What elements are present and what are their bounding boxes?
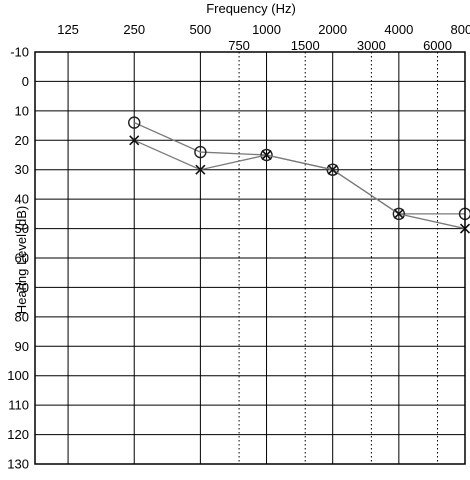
- circle-marker: [392, 207, 406, 221]
- y-tick-labels: -10 0 10 20 30 40 50 60 70 80 90 100 110 120 130: [7, 45, 29, 472]
- y-tick-label: 80: [15, 309, 29, 324]
- x-tick-label: 750: [228, 38, 250, 53]
- x-marker: [393, 208, 404, 219]
- x-tick-label: 2000: [318, 22, 347, 37]
- y-tick-label: 0: [22, 74, 29, 89]
- y-tick-label: 20: [15, 133, 29, 148]
- x-tick-label: 500: [190, 22, 212, 37]
- y-tick-label: 10: [15, 103, 29, 118]
- x-marker: [261, 149, 272, 161]
- x-tick-labels: 125 250 500 1000 2000 4000 8000 750 1500 3000 6000: [57, 22, 470, 53]
- y-tick-label: 30: [15, 162, 29, 177]
- y-tick-label: 120: [7, 427, 29, 442]
- y-tick-label: 40: [15, 192, 29, 207]
- grid: [35, 51, 466, 465]
- series-line-circle: [133, 122, 465, 215]
- circle-marker: [128, 116, 141, 129]
- y-tick-label: 70: [15, 280, 29, 295]
- y-tick-label: 130: [7, 457, 29, 472]
- circle-marker: [326, 163, 339, 176]
- y-tick-label: -10: [10, 45, 29, 60]
- y-tick-label: 100: [7, 368, 29, 383]
- y-tick-label: 90: [15, 339, 29, 354]
- y-axis-label: Hearing Level (dB): [14, 206, 29, 314]
- plot-frame: [34, 51, 466, 465]
- circle-marker: [194, 145, 207, 159]
- circle-marker: [260, 148, 273, 162]
- x-tick-label: 8000: [451, 22, 470, 37]
- x-tick-label: 125: [57, 22, 79, 37]
- series-line-x: [133, 139, 466, 230]
- data-series: [128, 116, 470, 234]
- x-tick-label: 6000: [423, 38, 452, 53]
- y-tick-label: 50: [15, 221, 29, 236]
- y-tick-label: 60: [15, 251, 29, 266]
- x-tick-label: 4000: [384, 22, 413, 37]
- x-marker: [195, 164, 206, 175]
- y-tick-label: 110: [8, 398, 29, 413]
- x-marker: [129, 135, 140, 146]
- x-tick-label: 250: [123, 22, 145, 37]
- x-tick-label: 1500: [291, 38, 320, 53]
- chart-title: Frequency (Hz): [206, 1, 296, 16]
- x-tick-label: 1000: [252, 22, 281, 37]
- x-tick-label: 3000: [357, 38, 386, 53]
- x-marker: [327, 164, 338, 175]
